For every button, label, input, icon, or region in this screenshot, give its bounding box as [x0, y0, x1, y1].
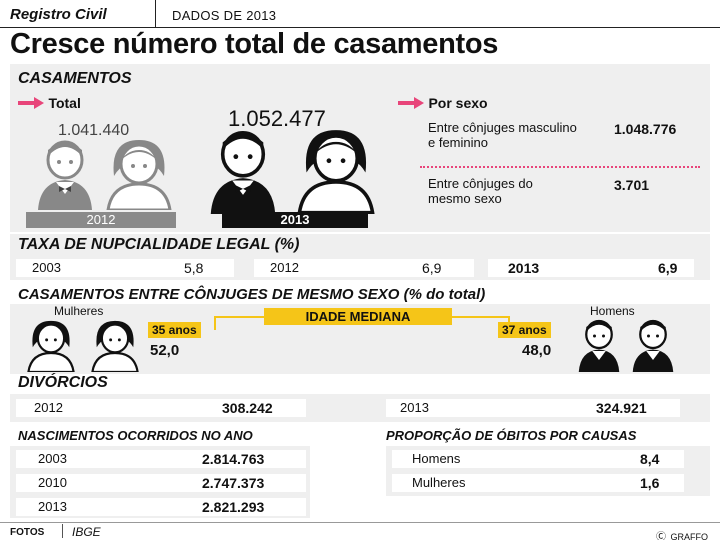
nascimento-item: 2013 2.821.293 [16, 498, 306, 516]
homens-age-badge: 37 anos [498, 322, 551, 338]
item-year: 2003 [32, 260, 61, 275]
arrow-right-icon [398, 100, 414, 105]
header-rule [0, 27, 720, 28]
item-value: 324.921 [596, 400, 647, 416]
fotos-label: FOTOS [10, 527, 45, 538]
item-year: 2013 [400, 400, 429, 415]
nascimentos-heading: NASCIMENTOS OCORRIDOS NO ANO [18, 428, 253, 443]
item-year: 2010 [38, 475, 67, 490]
sexo-row-value: 1.048.776 [614, 121, 677, 137]
value-2013: 1.052.477 [228, 106, 326, 131]
obito-item: Mulheres 1,6 [392, 474, 684, 492]
item-year: 2013 [38, 499, 67, 514]
header-subtitle: DADOS DE 2013 [172, 8, 277, 23]
value-2012: 1.041.440 [58, 122, 130, 139]
source-label: IBGE [72, 525, 101, 539]
bride-2012-icon [100, 136, 178, 210]
item-value: 6,9 [422, 260, 442, 276]
item-year: 2012 [270, 260, 299, 275]
por-sexo-label: Por sexo [428, 94, 488, 111]
nascimento-item: 2003 2.814.763 [16, 450, 306, 468]
copyright-icon: Ⓒ [656, 532, 666, 540]
sexo-row-label: Entre cônjuges do mesmo sexo [428, 176, 533, 206]
credit-row: Ⓒ GRAFFO [656, 527, 708, 540]
homens-label: Homens [590, 304, 635, 318]
mulheres-label: Mulheres [54, 304, 104, 318]
header: Registro Civil DADOS DE 2013 [0, 0, 720, 28]
item-value: 2.747.373 [202, 475, 265, 491]
item-label: Homens [412, 451, 461, 466]
section-tag: Registro Civil [10, 6, 107, 23]
item-value: 2.821.293 [202, 499, 265, 515]
item-value: 2.814.763 [202, 451, 265, 467]
sexo-row-value: 3.701 [614, 177, 650, 193]
sexo-row-label: Entre cônjuges masculino e feminino [428, 120, 577, 150]
page-title: Cresce número total de casamentos [10, 28, 499, 60]
item-value: 8,4 [640, 451, 660, 467]
obitos-heading: PROPORÇÃO DE ÓBITOS POR CAUSAS [386, 428, 637, 443]
bride-2013-icon [290, 124, 382, 214]
item-year: 2003 [38, 451, 67, 466]
mulheres-age-badge: 35 anos [148, 322, 201, 338]
item-year: 2013 [508, 260, 540, 276]
por-sexo-label-row: Por sexo [398, 94, 488, 112]
credit-label: GRAFFO [670, 532, 708, 540]
footer-divider [62, 524, 63, 538]
idade-mediana-label: IDADE MEDIANA [264, 308, 452, 325]
item-value: 6,9 [658, 260, 678, 276]
nupcialidade-item: 2003 5,8 [16, 259, 234, 277]
woman-icon [18, 318, 84, 372]
divorcios-heading: DIVÓRCIOS [18, 374, 108, 391]
total-label-row: Total [18, 94, 81, 112]
nupcialidade-item: 2012 6,9 [254, 259, 474, 277]
footer-rule [0, 522, 720, 523]
header-divider [155, 0, 156, 27]
mulheres-pct: 52,0 [150, 342, 180, 359]
year-2013-bar: 2013 [222, 212, 368, 228]
woman-icon [82, 318, 148, 372]
man-icon [626, 318, 680, 372]
divorcio-item: 2012 308.242 [16, 399, 306, 417]
row-separator [420, 166, 700, 168]
total-label: Total [48, 94, 81, 111]
nascimento-item: 2010 2.747.373 [16, 474, 306, 492]
item-year: 2012 [34, 400, 63, 415]
item-value: 1,6 [640, 475, 660, 491]
casamentos-heading: CASAMENTOS [18, 70, 132, 87]
divorcio-item: 2013 324.921 [386, 399, 680, 417]
nupcialidade-item: 2013 6,9 [488, 259, 694, 277]
groom-2013-icon [200, 128, 286, 214]
homens-pct: 48,0 [522, 342, 552, 359]
man-icon [572, 318, 626, 372]
arrow-right-icon [18, 100, 34, 105]
arrow-head-icon [34, 96, 44, 109]
mesmo-sexo-heading: CASAMENTOS ENTRE CÔNJUGES DE MESMO SEXO … [18, 286, 486, 303]
year-2012-bar: 2012 [26, 212, 176, 228]
obito-item: Homens 8,4 [392, 450, 684, 468]
groom-2012-icon [30, 138, 100, 210]
nupcialidade-heading: TAXA DE NUPCIALIDADE LEGAL (%) [18, 236, 300, 253]
item-value: 5,8 [184, 260, 204, 276]
arrow-head-icon [414, 96, 424, 109]
item-value: 308.242 [222, 400, 273, 416]
item-label: Mulheres [412, 475, 466, 490]
